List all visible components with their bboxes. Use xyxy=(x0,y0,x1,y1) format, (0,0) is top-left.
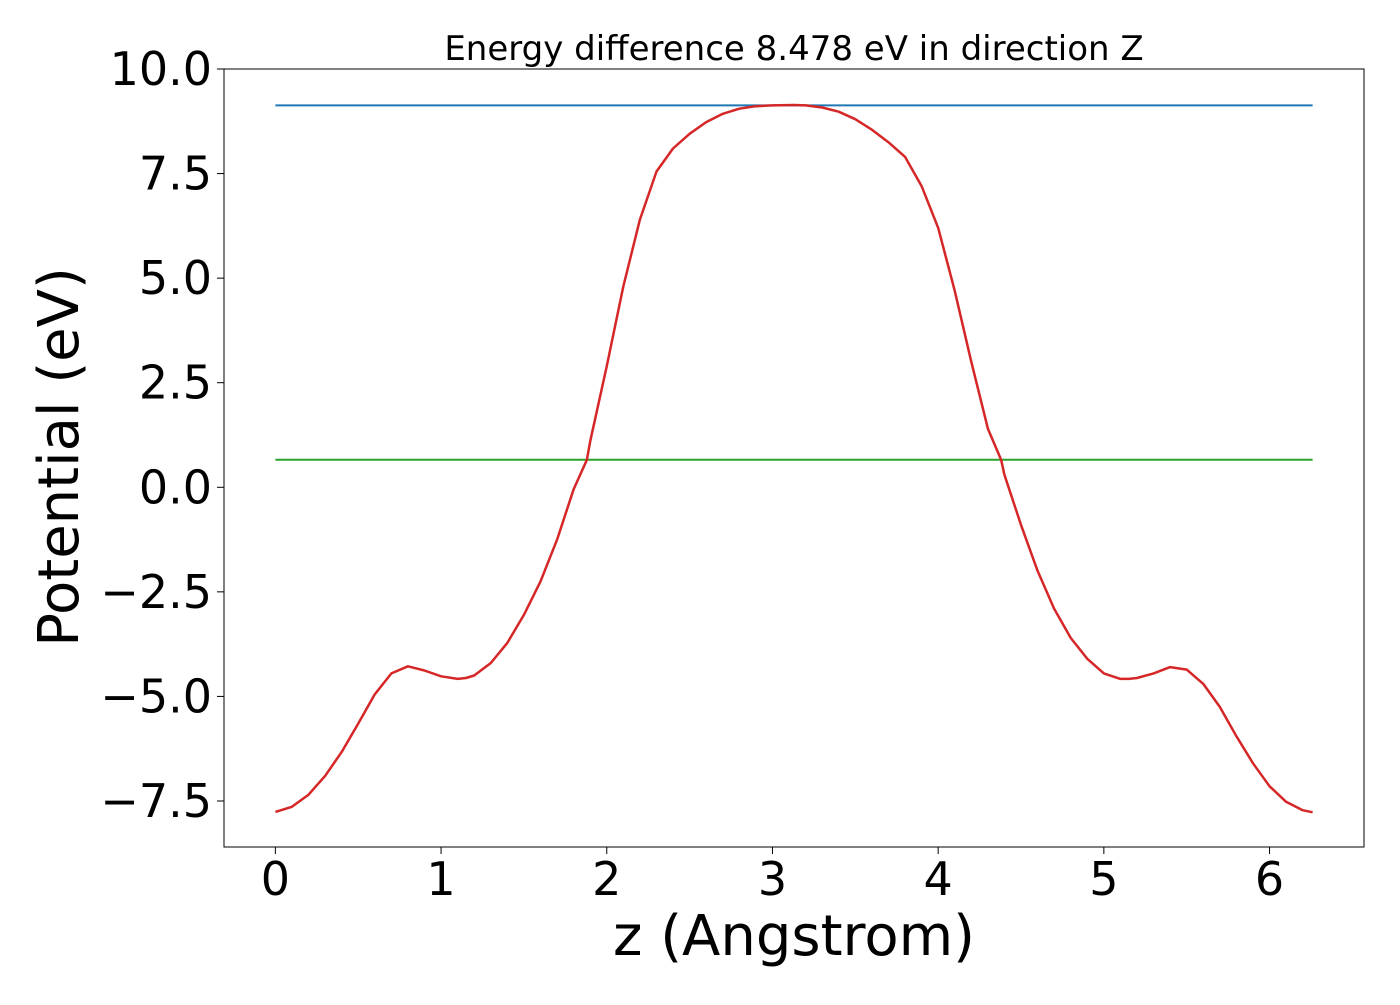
y-tick-label: −2.5 xyxy=(100,565,212,619)
y-axis-title: Potential (eV) xyxy=(27,267,92,647)
plot-frame xyxy=(223,68,1365,848)
y-tick-label: −7.5 xyxy=(100,774,212,828)
chart-title: Energy difference 8.478 eV in direction … xyxy=(444,29,1143,69)
x-tick-label: 1 xyxy=(426,852,455,906)
x-tick-label: 6 xyxy=(1255,852,1284,906)
y-tick-label: 7.5 xyxy=(139,147,212,201)
y-tick-label: 5.0 xyxy=(139,251,212,305)
tick-layer: 0 1 2 3 4 5 6 −7.5 −5.0 −2.5 0.0 2.5 5.0 7.5 10.0 xyxy=(100,42,1284,906)
y-tick-label: 0.0 xyxy=(139,460,212,514)
y-tick-label: 10.0 xyxy=(110,42,212,96)
y-tick-label: 2.5 xyxy=(139,356,212,410)
y-tick-label: −5.0 xyxy=(100,669,212,723)
x-axis-title: z (Angstrom) xyxy=(613,904,975,969)
series-line-2 xyxy=(275,103,1313,814)
x-tick-label: 4 xyxy=(924,852,953,906)
x-tick-label: 3 xyxy=(758,852,787,906)
x-tick-label: 2 xyxy=(592,852,621,906)
x-tick-label: 0 xyxy=(261,852,290,906)
series-layer xyxy=(275,103,1313,814)
x-tick-label: 5 xyxy=(1089,852,1118,906)
